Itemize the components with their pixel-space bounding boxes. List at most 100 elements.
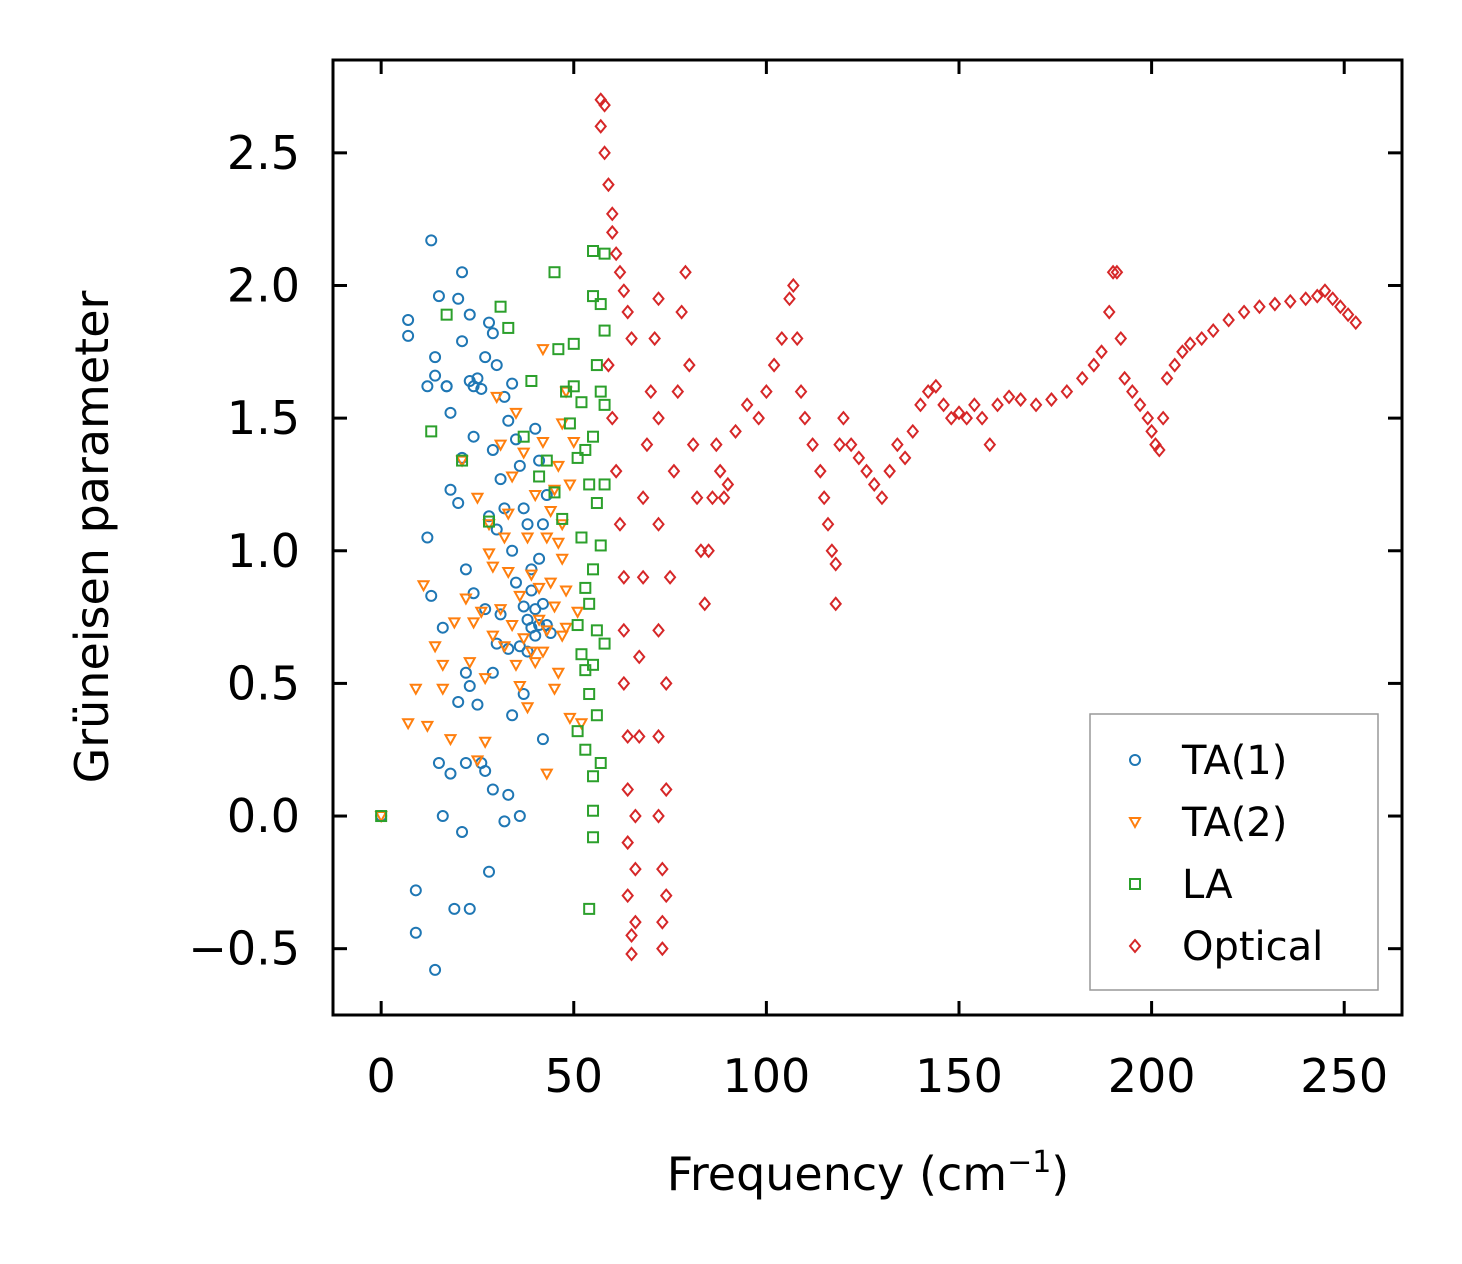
data-point [456,825,469,838]
data-point [960,410,973,426]
data-point [709,437,723,453]
data-point [570,606,585,619]
data-point [429,963,442,976]
data-point [505,471,519,484]
data-point [706,490,719,506]
data-point [498,815,511,828]
data-point [590,624,603,637]
data-point [814,463,827,479]
data-point [463,657,477,670]
y-axis-label: Grüneisen parameter [65,290,119,783]
data-point [448,902,461,915]
data-point [594,539,607,552]
data-point [825,543,839,559]
data-point [482,519,496,532]
data-point [829,596,843,612]
data-point [875,490,889,506]
data-point [501,508,515,521]
data-point [517,430,530,443]
data-point [444,483,457,496]
data-point [436,810,449,823]
data-point [583,597,596,610]
legend-marker [1128,817,1142,830]
data-point [574,718,589,731]
data-point [583,478,596,491]
data-point [1253,299,1266,315]
data-point [452,292,465,305]
data-point [420,720,435,733]
data-point [605,206,619,222]
data-point [547,683,562,696]
data-point [617,283,631,299]
data-point [471,372,484,385]
data-point [944,410,958,426]
axis-ticks [333,60,1402,1015]
data-point [937,397,950,413]
data-point [502,788,515,801]
data-series [374,92,1363,976]
data-point [1160,370,1174,386]
data-point [1237,304,1251,320]
data-point [1206,323,1220,339]
data-point [636,490,650,506]
x-tick-label: 50 [544,1049,603,1103]
data-point [806,437,819,453]
data-point [444,767,457,780]
data-point [463,902,476,915]
data-point [529,629,542,642]
plot-frame [331,58,1404,1017]
data-point [540,454,553,467]
data-point [1268,296,1282,312]
data-point [559,622,573,635]
data-point [587,804,600,817]
data-point [509,433,522,446]
y-tick-label: 2.0 [227,258,300,312]
data-point [1341,307,1355,323]
data-point [456,335,469,348]
data-point [625,330,638,347]
data-point [752,410,765,426]
data-point [505,620,519,633]
data-point [529,422,542,435]
data-point [598,97,611,113]
data-point [590,359,603,372]
data-point [571,619,584,632]
data-point [478,736,492,749]
data-point [567,380,580,393]
data-point [455,455,469,468]
data-point [506,709,519,722]
data-point [594,756,607,769]
data-point [520,702,535,715]
data-point [483,865,496,878]
data-point [609,463,623,479]
data-point [636,569,650,585]
data-point [571,725,584,738]
data-point [1102,304,1116,320]
data-point [621,304,634,320]
data-point [1334,299,1347,315]
data-point [501,566,515,580]
data-point [513,810,526,823]
data-point [1183,336,1197,352]
data-point [629,808,642,824]
data-point [524,569,539,582]
data-point [425,234,438,247]
data-point [494,473,507,486]
data-point [1029,397,1043,413]
data-point [1222,312,1235,328]
data-point [652,410,665,426]
data-point [605,410,619,426]
data-point [528,490,542,503]
data-point [729,423,742,439]
data-point [617,675,631,691]
data-point [921,384,935,400]
data-point [429,351,442,364]
data-point [556,512,569,525]
data-point [702,543,715,559]
data-point [632,649,646,665]
data-point [520,532,535,545]
data-point [1283,293,1297,309]
data-point [721,476,735,493]
data-point [459,593,473,606]
